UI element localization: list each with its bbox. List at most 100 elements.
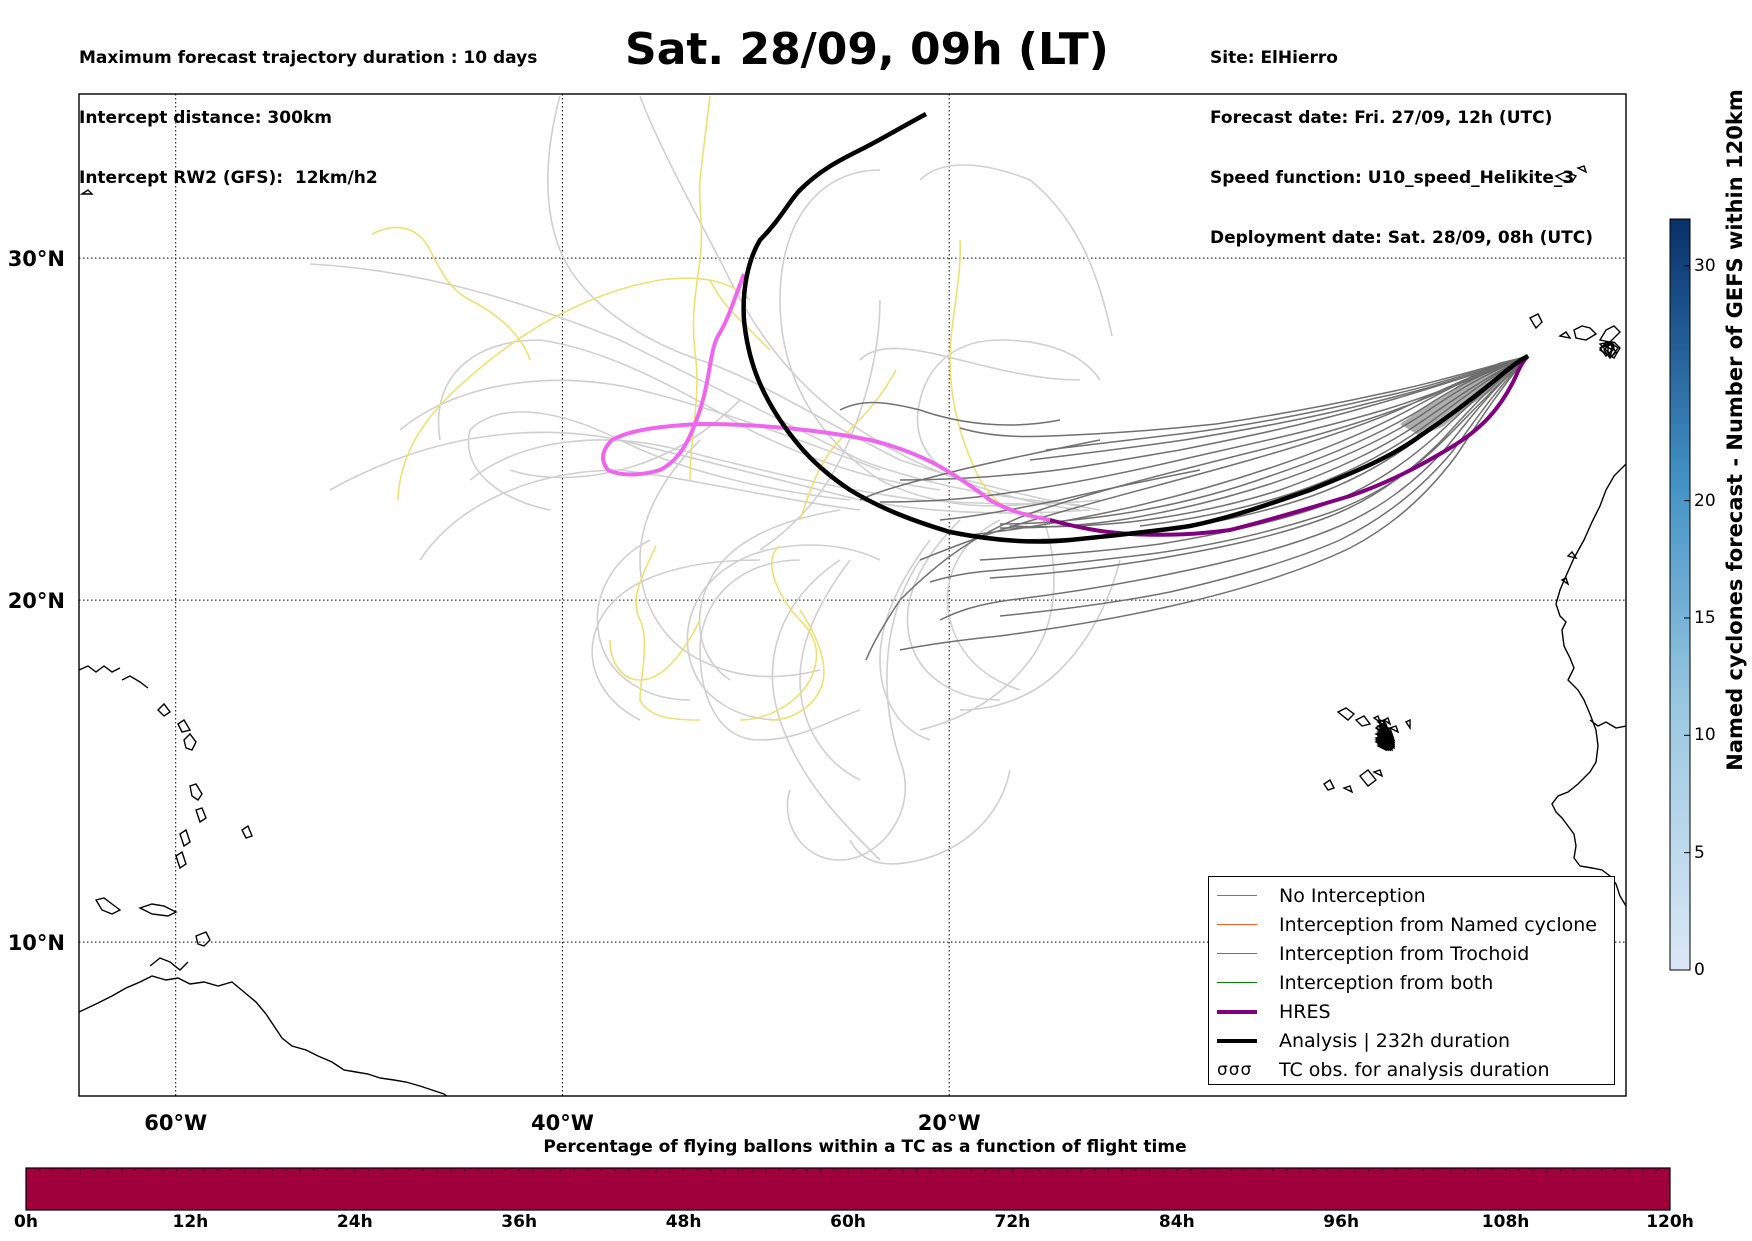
coastline-africa	[1551, 463, 1626, 907]
faint-trajectory	[699, 559, 861, 741]
map-legend: No Interception Interception from Named c…	[1208, 876, 1615, 1085]
legend-item: HRES	[1209, 997, 1614, 1026]
faint-trajectory	[916, 339, 1101, 491]
coastline-canary-3	[1573, 325, 1598, 341]
flight-time-colorbar-divisions	[39, 1168, 1657, 1174]
coastline-africa-islands-2	[1560, 577, 1570, 586]
coastline-canary-4	[1598, 325, 1621, 343]
coastline-cape-verde-65	[1376, 743, 1388, 752]
legend-label: TC obs. for analysis duration	[1279, 1058, 1550, 1081]
cyclone-colorbar-tick-label: 5	[1694, 842, 1705, 863]
legend-line	[1217, 952, 1257, 955]
faint-trajectory	[329, 431, 1091, 514]
cyclone-colorbar	[1669, 218, 1691, 971]
legend-line	[1217, 981, 1257, 984]
coastline-cape-verde-4	[1388, 725, 1400, 734]
flight-time-tick-label: 60h	[830, 1212, 866, 1232]
coastline-cape-verde-2	[1354, 715, 1372, 727]
legend-line	[1217, 1009, 1257, 1014]
coastline-barbados	[94, 897, 122, 915]
map-title: Sat. 28/09, 09h (LT)	[625, 24, 1109, 75]
legend-line-swatch	[1217, 981, 1257, 984]
flight-time-tick-label: 96h	[1323, 1212, 1360, 1232]
faint-trajectory	[779, 169, 1061, 507]
legend-line-swatch	[1217, 1038, 1257, 1043]
ensemble-faint-trajectories	[309, 95, 1121, 865]
coastline-south-america	[79, 975, 448, 1096]
coastline-lesser-antilles-1	[183, 732, 197, 751]
faint-trajectory	[759, 299, 881, 551]
faint-trajectory	[437, 339, 941, 491]
coastline-lesser-antilles-5	[175, 850, 187, 870]
site-parameters: Site: ElHierro Forecast date: Fri. 27/09…	[1210, 8, 1593, 268]
legend-item: Interception from Trochoid	[1209, 939, 1614, 968]
yellow-trajectory	[769, 609, 825, 721]
latitude-tick-label: 30°N	[8, 247, 65, 271]
legend-item: σσσ TC obs. for analysis duration	[1209, 1055, 1614, 1084]
coastlines	[79, 165, 1626, 1096]
no-interception-trajectory	[929, 355, 1529, 583]
coastline-bermuda	[79, 189, 94, 195]
faint-trajectory	[591, 559, 761, 721]
longitude-labels: 60°W 40°W 20°W	[144, 1111, 980, 1135]
coastline-trinidad	[195, 931, 211, 947]
coastline-madeira	[1554, 171, 1578, 183]
coastline-antigua	[157, 702, 172, 717]
coastline-cape-verde-60	[1376, 731, 1388, 740]
intercept-distance-text: Intercept distance: 300km	[79, 108, 332, 128]
cyclone-colorbar-tick-label: 0	[1694, 960, 1705, 980]
cyclone-colorbar-tick-label: 20	[1694, 490, 1716, 511]
coastline-canary-1	[1529, 313, 1543, 330]
no-interception-trajectory	[979, 355, 1529, 561]
no-interception-trajectory	[939, 355, 1529, 621]
legend-label: Interception from Named cyclone	[1279, 913, 1597, 936]
map-frame	[78, 93, 1627, 1097]
cyclone-colorbar-tick-label: 30	[1694, 255, 1716, 276]
flight-time-tick-label: 36h	[501, 1212, 538, 1232]
coastline-virgin-islands	[79, 665, 121, 673]
coastline-cape-verde-5	[1372, 715, 1382, 724]
flight-time-colorbar-title: Percentage of flying ballons within a TC…	[543, 1137, 1187, 1157]
coastline-lesser-antilles-3	[195, 807, 207, 824]
coastline-guadeloupe	[177, 719, 192, 733]
coastline-cape-verde-11	[1342, 785, 1354, 794]
legend-label: HRES	[1279, 1000, 1331, 1023]
faint-trajectory	[467, 411, 851, 511]
faint-trajectory	[799, 559, 861, 781]
no-interception-trajectory	[899, 355, 1529, 481]
faint-trajectory	[919, 509, 1055, 731]
longitude-tick-label: 20°W	[918, 1111, 981, 1135]
coastline-cape-verde-10	[1323, 778, 1335, 791]
legend-line-swatch	[1217, 894, 1257, 897]
longitude-tick-label: 60°W	[144, 1111, 207, 1135]
flight-time-tick-label: 108h	[1481, 1212, 1530, 1232]
coastline-cape-verde-12	[1359, 769, 1377, 787]
coastline-lesser-antilles-6	[241, 824, 253, 839]
forecast-date-text: Forecast date: Fri. 27/09, 12h (UTC)	[1210, 108, 1553, 128]
speed-function-text: Speed function: U10_speed_Helikite_3	[1210, 168, 1575, 188]
faint-trajectory	[399, 379, 881, 471]
faint-trajectory	[639, 95, 1081, 511]
coastline-lesser-antilles-4	[179, 828, 191, 848]
no-interception-trajectory	[959, 355, 1529, 537]
faint-trajectory	[686, 544, 881, 721]
yellow-trajectory	[689, 95, 711, 481]
legend-label: Interception from both	[1279, 971, 1494, 994]
yellow-trajectory	[371, 226, 531, 361]
legend-item: Interception from Named cyclone	[1209, 910, 1614, 939]
legend-item: Analysis | 232h duration	[1209, 1026, 1614, 1055]
no-interception-trajectory	[859, 439, 1101, 501]
coastline-cape-verde-63	[1374, 737, 1386, 746]
faint-trajectory	[469, 439, 1101, 505]
legend-line	[1217, 923, 1257, 926]
flight-time-tick-label: 84h	[1158, 1212, 1195, 1232]
legend-item: Interception from both	[1209, 968, 1614, 997]
latitude-labels: 30°N 20°N 10°N	[8, 247, 65, 955]
legend-label: No Interception	[1279, 884, 1426, 907]
coastline-cape-verde-14	[1404, 718, 1411, 731]
coastline-cape-verde-62	[1382, 735, 1394, 744]
faint-trajectory	[698, 509, 841, 681]
legend-label: Analysis | 232h duration	[1279, 1029, 1511, 1052]
flight-time-tick-label: 0h	[14, 1212, 38, 1232]
